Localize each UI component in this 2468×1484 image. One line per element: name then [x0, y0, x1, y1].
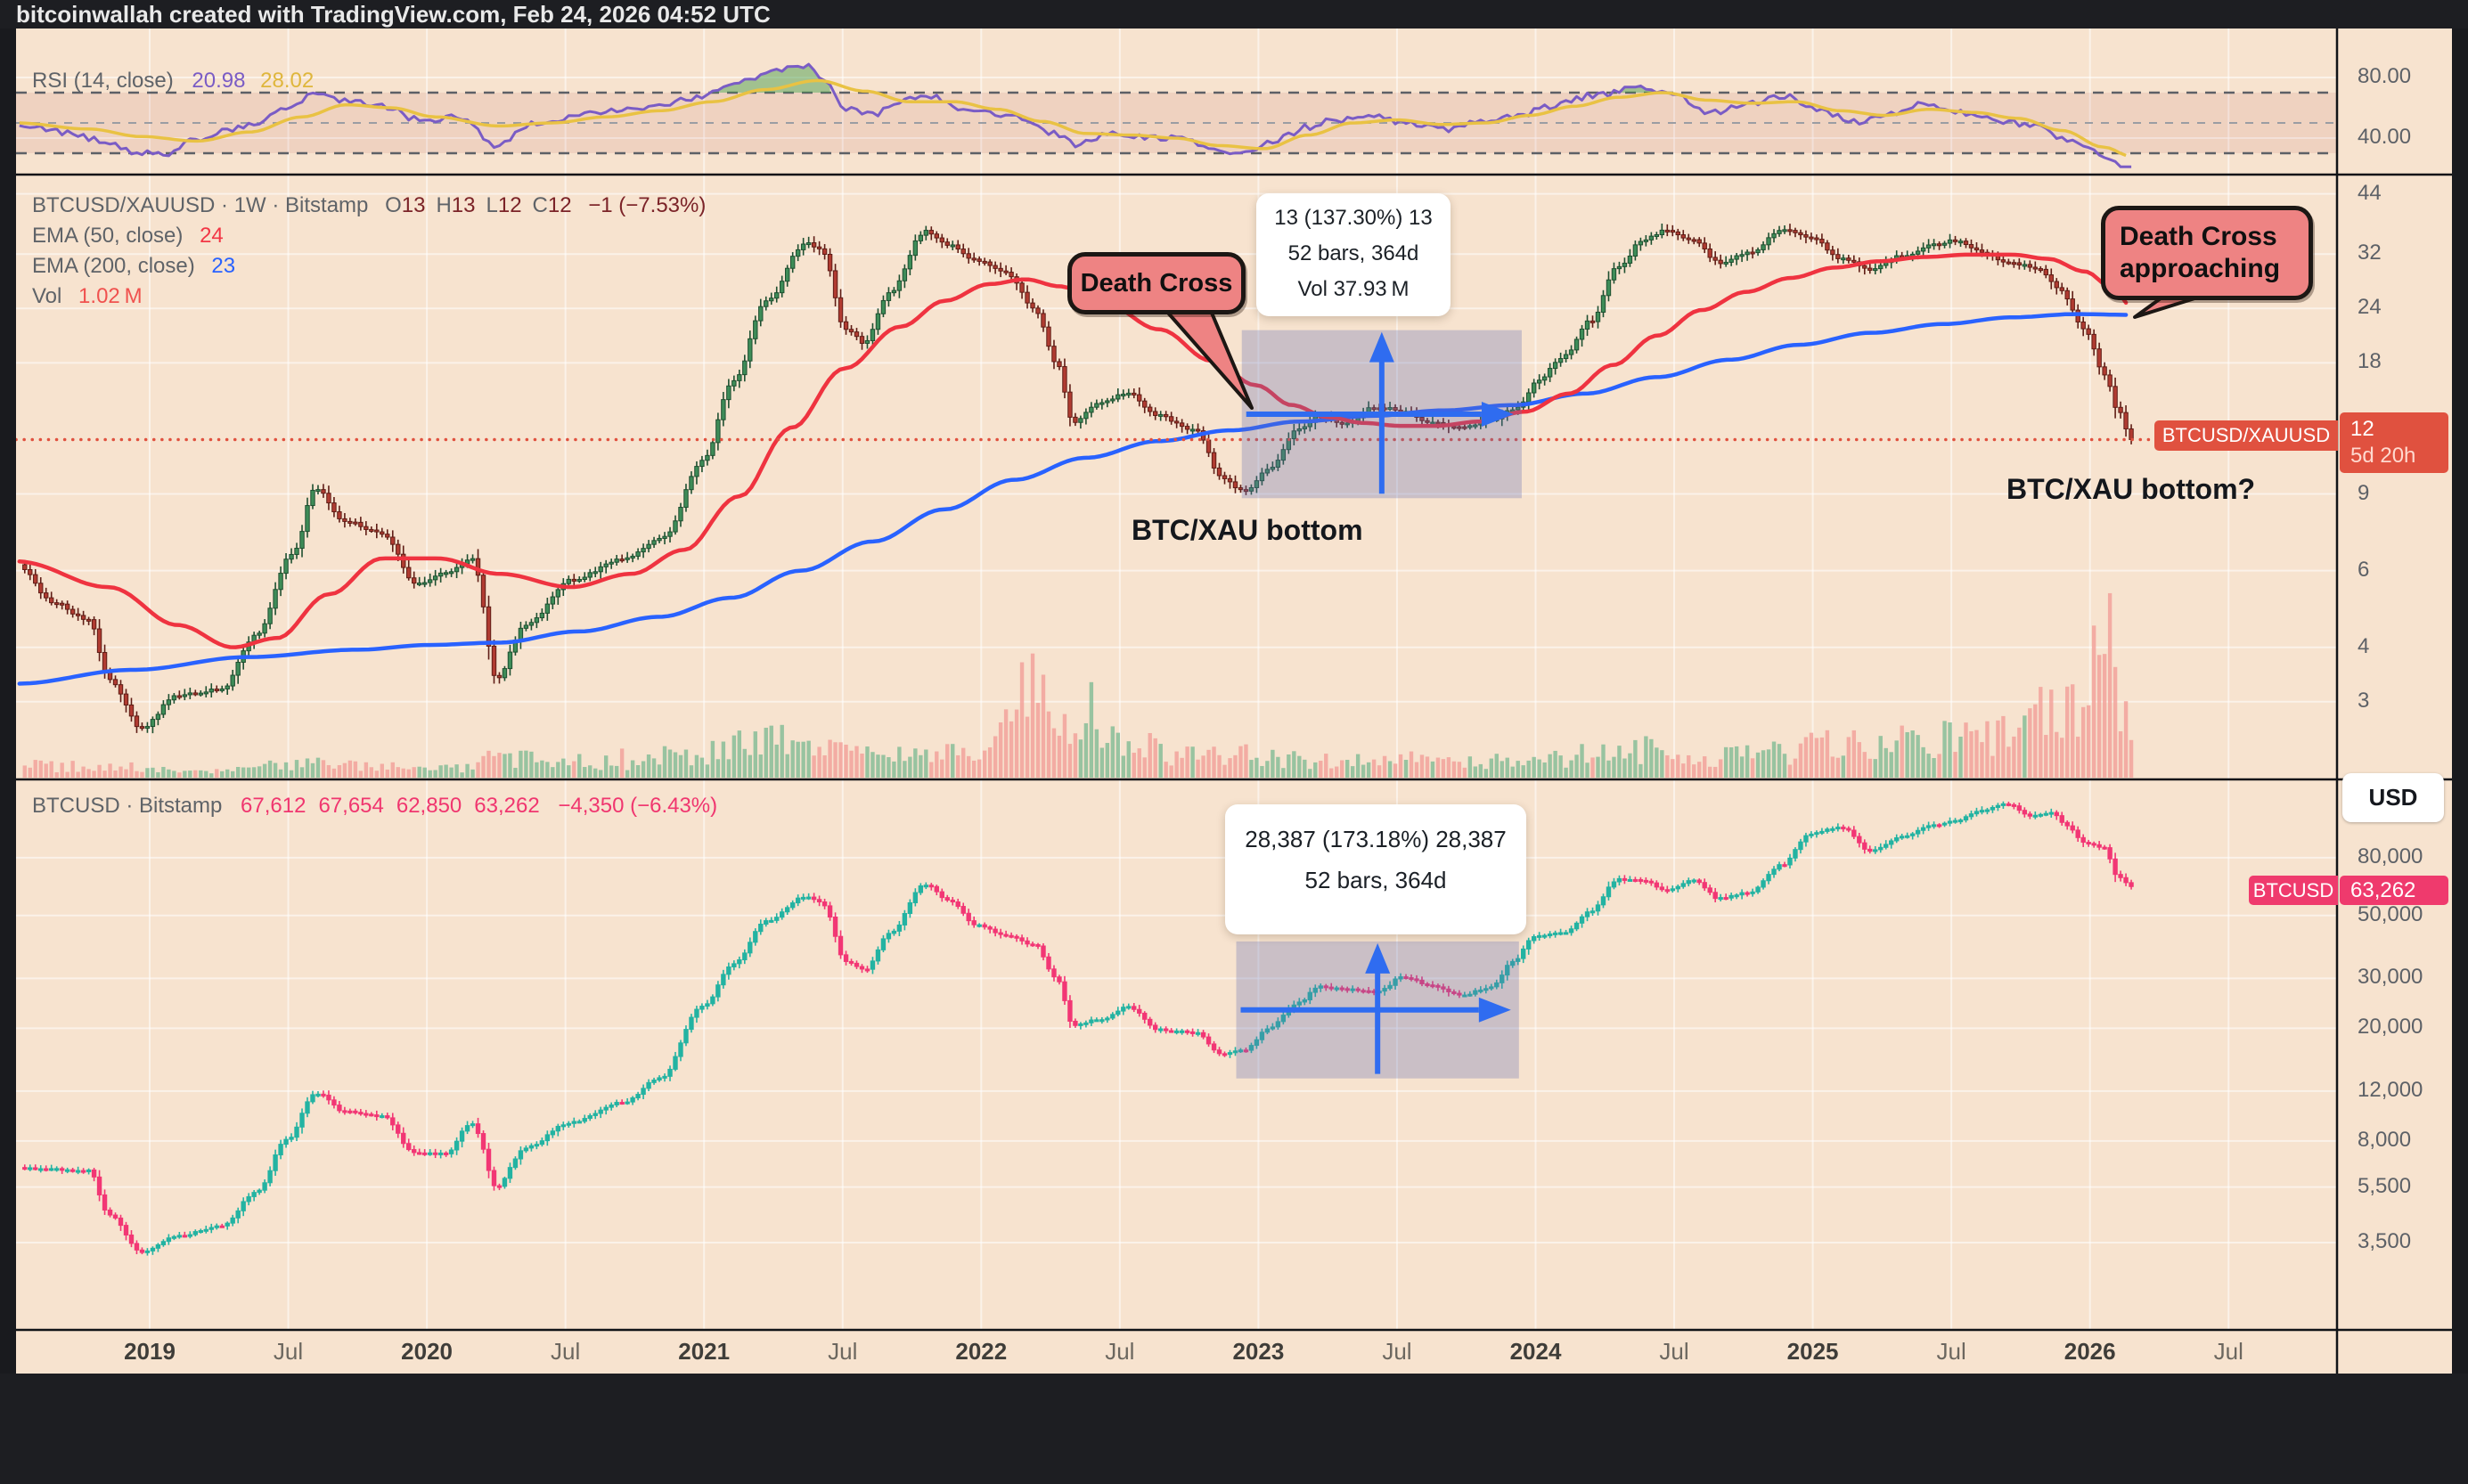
- measure-tooltip-ratio: 13 (137.30%) 13 52 bars, 364d Vol 37.93 …: [1256, 193, 1451, 316]
- time-axis-label: 2021: [678, 1338, 731, 1365]
- time-axis-label: Jul: [1659, 1338, 1689, 1365]
- measure-ratio-bars: 52 bars, 364d: [1287, 241, 1419, 265]
- btcusd-symbol-title: BTCUSD · Bitstamp: [32, 794, 223, 818]
- rsi-legend[interactable]: RSI (14, close) 20.98 28.02: [32, 66, 314, 96]
- death-cross-approaching-callout[interactable]: Death Cross approaching: [2101, 206, 2313, 300]
- attribution-text: bitcoinwallah created with TradingView.c…: [16, 1, 771, 28]
- ema50-label: EMA (50, close): [32, 224, 184, 248]
- time-axis-label: 2023: [1232, 1338, 1285, 1365]
- btcusd-axis-tick: 8,000: [2358, 1127, 2412, 1152]
- ratio-axis-tick: 6: [2358, 557, 2370, 582]
- measure-drawing-ratio: [1241, 330, 1522, 499]
- ratio-candles: [22, 223, 2134, 734]
- time-axis-label: 2022: [955, 1338, 1008, 1365]
- measure-tooltip-btcusd: 28,387 (173.18%) 28,387 52 bars, 364d: [1225, 804, 1526, 934]
- ratio-last-price: 12: [2350, 417, 2374, 441]
- btcusd-axis-tick: 50,000: [2358, 901, 2423, 926]
- btcusd-axis-tick: 12,000: [2358, 1077, 2423, 1102]
- death-cross-approaching-text: Death Cross approaching: [2120, 222, 2281, 283]
- btcusd-legend[interactable]: BTCUSD · Bitstamp 67,612 67,654 62,850 63,2…: [32, 791, 717, 821]
- death-cross-callout-tail: [1158, 298, 1254, 410]
- btcusd-ohlc-values: 67,612 67,654 62,850 63,262: [241, 794, 540, 818]
- death-cross-callout[interactable]: Death Cross: [1067, 252, 1246, 314]
- death-cross-callout-text: Death Cross: [1080, 268, 1233, 298]
- time-axis-label: 2024: [1509, 1338, 1562, 1365]
- btcusd-change-value: −4,350 (−6.43%): [558, 794, 718, 818]
- chart-attribution-bar: bitcoinwallah created with TradingView.c…: [0, 0, 2468, 29]
- btcusd-axis-tick: 3,500: [2358, 1229, 2412, 1254]
- ratio-axis-tick: 32: [2358, 241, 2382, 265]
- btcusd-axis-tick: 5,500: [2358, 1173, 2412, 1198]
- time-axis-label: Jul: [551, 1338, 581, 1365]
- btcusd-axis-tick: 30,000: [2358, 965, 2423, 990]
- panel-separators: [16, 29, 2452, 1374]
- main-legend-line1: BTCUSD/XAUUSD · 1W · Bitstamp O13 H13 L12 C…: [32, 191, 706, 221]
- ratio-axis-tick: 24: [2358, 295, 2382, 320]
- ratio-axis-tick: 44: [2358, 180, 2382, 205]
- main-change-value: −1 (−7.53%): [588, 193, 707, 217]
- volume-value: 1.02 M: [78, 284, 143, 308]
- measure-btcusd-bars: 52 bars, 364d: [1304, 867, 1447, 893]
- main-symbol-title: BTCUSD/XAUUSD · 1W · Bitstamp: [32, 193, 369, 217]
- time-axis-label: 2025: [1786, 1338, 1839, 1365]
- rsi-legend-title: RSI (14, close): [32, 69, 174, 93]
- rsi-ma-value: 28.02: [260, 69, 315, 93]
- ratio-pane: [16, 223, 2154, 778]
- btcusd-axis-tick: 20,000: [2358, 1015, 2423, 1040]
- time-axis-label: Jul: [1936, 1338, 1966, 1365]
- ema200-legend[interactable]: EMA (200, close) 23: [32, 251, 706, 281]
- btcusd-pane: [22, 801, 2134, 1256]
- time-axis-label: Jul: [828, 1338, 858, 1365]
- ema200-value: 23: [211, 254, 236, 278]
- rsi-axis-tick: 40.00: [2358, 125, 2412, 149]
- time-axis-label: Jul: [1105, 1338, 1135, 1365]
- ema200-label: EMA (200, close): [32, 254, 195, 278]
- footer-bar: TradingView: [0, 1374, 2468, 1484]
- main-ohlc-values: O13 H13 L12 C12: [385, 193, 572, 217]
- time-axis-label: 2020: [401, 1338, 454, 1365]
- measure-ratio-volume: Vol 37.93 M: [1297, 277, 1410, 301]
- currency-usd-button[interactable]: USD: [2342, 773, 2444, 822]
- btcusd-last-price: 63,262: [2350, 877, 2416, 902]
- btcusd-symbol-price-tag: BTCUSD: [2249, 876, 2338, 905]
- ratio-axis-price-tag: 12 5d 20h: [2340, 412, 2448, 473]
- btc-xau-bottom-question-label[interactable]: BTC/XAU bottom?: [2006, 473, 2256, 505]
- ratio-bar-countdown: 5d 20h: [2350, 444, 2416, 468]
- drawings: [1158, 284, 2236, 1079]
- main-symbol-legend[interactable]: BTCUSD/XAUUSD · 1W · Bitstamp O13 H13 L12 C…: [32, 191, 706, 312]
- time-axis-label: Jul: [2213, 1338, 2243, 1365]
- volume-legend[interactable]: Vol 1.02 M: [32, 281, 706, 312]
- ema50-value: 24: [200, 224, 224, 248]
- ratio-axis-tick: 4: [2358, 633, 2370, 658]
- time-axis-label: Jul: [1382, 1338, 1412, 1365]
- ratio-symbol-price-tag: BTCUSD/XAUUSD: [2154, 420, 2338, 451]
- ratio-axis-tick: 3: [2358, 688, 2370, 713]
- measure-btcusd-change: 28,387 (173.18%) 28,387: [1245, 826, 1507, 852]
- time-axis-label: 2026: [2063, 1338, 2116, 1365]
- measure-ratio-change: 13 (137.30%) 13: [1274, 206, 1433, 230]
- btcusd-axis-tick: 80,000: [2358, 844, 2423, 868]
- rsi-axis-tick: 80.00: [2358, 64, 2412, 88]
- rsi-value: 20.98: [192, 69, 246, 93]
- time-axis-label: 2019: [124, 1338, 176, 1365]
- measure-drawing-btcusd: [1236, 941, 1519, 1079]
- ratio-volume-bars: [22, 592, 2134, 778]
- ratio-axis-tick: 18: [2358, 349, 2382, 374]
- ema50-legend[interactable]: EMA (50, close) 24: [32, 221, 706, 251]
- btcusd-axis-price-tag: 63,262: [2340, 876, 2448, 905]
- rsi-pane: [16, 62, 2337, 168]
- time-axis-label: Jul: [273, 1338, 304, 1365]
- btc-xau-bottom-label[interactable]: BTC/XAU bottom: [1132, 514, 1363, 546]
- ratio-axis-tick: 9: [2358, 480, 2370, 505]
- volume-label: Vol: [32, 284, 62, 308]
